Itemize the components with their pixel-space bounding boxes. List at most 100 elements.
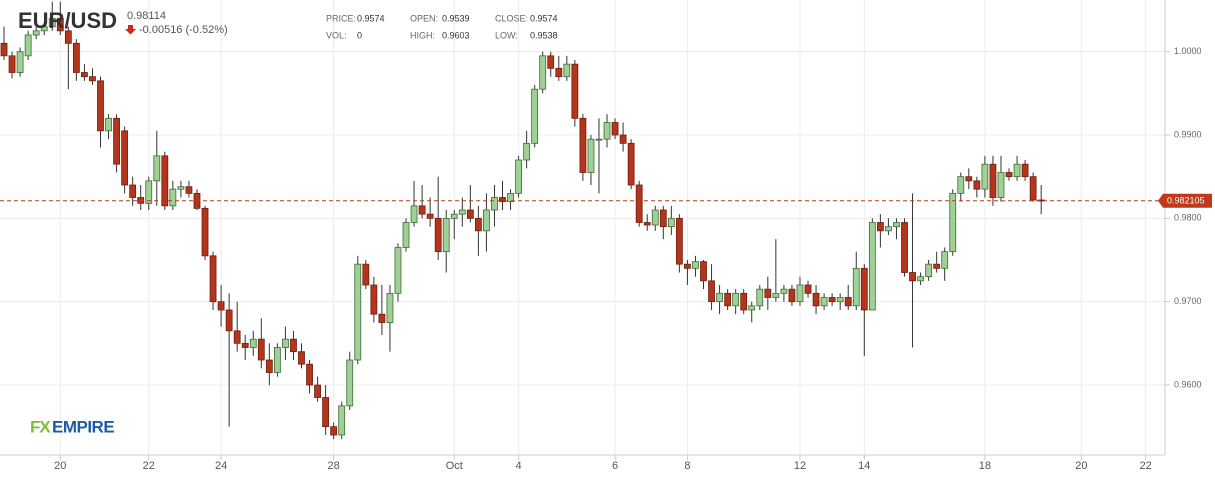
candle-body <box>547 55 555 69</box>
price: 0.98114 <box>127 10 166 22</box>
candle-body <box>748 305 756 311</box>
candle-body <box>708 280 715 303</box>
candle-body <box>48 17 56 28</box>
candle-body <box>925 263 933 278</box>
candle-body <box>852 267 860 307</box>
candle-body <box>933 263 941 269</box>
info-value: 0.9574 <box>357 13 385 23</box>
candle-body <box>973 180 981 190</box>
info-label: HIGH: <box>410 30 435 40</box>
info-label: OPEN: <box>410 13 438 23</box>
y-tick-label: 0.9900 <box>1174 129 1202 139</box>
candle-body <box>635 184 643 223</box>
candle-body <box>217 301 225 311</box>
candle-body <box>828 297 836 303</box>
candle-body <box>298 351 305 365</box>
candle-body <box>675 217 683 265</box>
candle-body <box>796 284 804 303</box>
candle-body <box>555 67 563 78</box>
logo-fx: FX <box>30 417 51 436</box>
candle-body <box>700 261 707 282</box>
info-label: PRICE: <box>326 13 356 23</box>
candle-body <box>515 159 522 194</box>
candle-body <box>169 188 177 207</box>
x-tick-label: 28 <box>328 460 340 472</box>
candle-body <box>483 209 490 232</box>
x-tick-label: 22 <box>143 460 155 472</box>
candle-body <box>941 251 949 269</box>
candle-body <box>402 222 410 248</box>
candle-body <box>724 292 732 307</box>
candle-body <box>997 172 1005 198</box>
x-tick-label: 24 <box>215 460 227 472</box>
candle-body <box>161 155 169 207</box>
candle-body <box>531 88 539 144</box>
candle-body <box>603 122 611 140</box>
x-tick-label: 8 <box>684 460 690 472</box>
candle-body <box>97 80 104 132</box>
info-value: 0.9574 <box>530 13 558 23</box>
candle-body <box>458 209 466 215</box>
candle-body <box>209 255 217 303</box>
candle-body <box>1005 172 1013 178</box>
info-value: 0.9539 <box>442 13 470 23</box>
candle-body <box>1029 176 1037 201</box>
info-label: VOL: <box>326 30 347 40</box>
candle-body <box>949 192 957 253</box>
candle-body <box>627 142 635 186</box>
candle-body <box>893 222 900 228</box>
candle-body <box>788 288 796 303</box>
candle-body <box>153 155 161 182</box>
candle-body <box>16 51 24 73</box>
candle-body <box>732 292 740 307</box>
x-tick-label: 20 <box>54 460 66 472</box>
down-arrow <box>125 25 136 35</box>
info-value: 0.9538 <box>530 30 558 40</box>
candle-body <box>772 292 780 298</box>
candle-body <box>740 292 748 311</box>
candle-body <box>981 163 989 190</box>
logo-empire: EMPIRE <box>52 417 114 436</box>
candle-body <box>56 17 64 32</box>
current-price-label: 0.982105 <box>1167 196 1205 206</box>
candle-body <box>290 338 297 353</box>
candle-body <box>177 186 185 190</box>
candles <box>0 1 1165 440</box>
x-tick-label: 6 <box>612 460 618 472</box>
candle-body <box>241 342 249 348</box>
candle-body <box>491 197 498 211</box>
candle-body <box>233 330 241 344</box>
candle-body <box>201 207 209 257</box>
candle-body <box>643 222 651 226</box>
candle-body <box>257 338 265 361</box>
candle-body <box>249 338 257 348</box>
candle-body <box>844 297 852 307</box>
candle-body <box>651 209 659 226</box>
candle-body <box>587 138 595 173</box>
candle-body <box>450 213 458 219</box>
candle-body <box>40 26 48 32</box>
x-tick-label: 18 <box>979 460 991 472</box>
candle-body <box>370 284 378 315</box>
candle-body <box>836 297 844 303</box>
y-tick-label: 1.0000 <box>1174 46 1202 56</box>
candle-body <box>121 130 129 186</box>
candle-body <box>338 405 346 436</box>
current-price-tag <box>1158 193 1212 208</box>
candle-body <box>619 134 627 144</box>
candle-body <box>595 138 603 141</box>
candle-body <box>72 42 80 73</box>
candle-body <box>346 359 354 407</box>
candle-body <box>362 263 370 286</box>
candle-body <box>989 163 997 198</box>
candle-body <box>386 292 394 323</box>
candle-body <box>1013 163 1021 178</box>
candle-body <box>314 384 321 398</box>
x-tick-label: Oct <box>446 460 463 472</box>
candle-body <box>32 30 40 36</box>
candle-body <box>917 276 924 282</box>
candle-body <box>820 297 828 307</box>
y-tick-label: 0.9700 <box>1174 296 1202 306</box>
candle-body <box>499 197 506 203</box>
